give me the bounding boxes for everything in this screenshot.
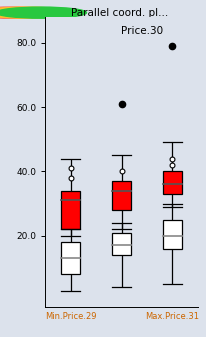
Circle shape: [0, 7, 87, 18]
Circle shape: [0, 7, 58, 18]
Bar: [112, 233, 131, 255]
Bar: [163, 220, 182, 249]
Bar: [163, 172, 182, 194]
Circle shape: [0, 7, 72, 18]
Bar: [61, 242, 80, 274]
Bar: [61, 191, 80, 229]
Text: Parallel coord. pl...: Parallel coord. pl...: [71, 8, 168, 18]
Bar: [112, 181, 131, 210]
Text: Price.30: Price.30: [121, 26, 163, 36]
